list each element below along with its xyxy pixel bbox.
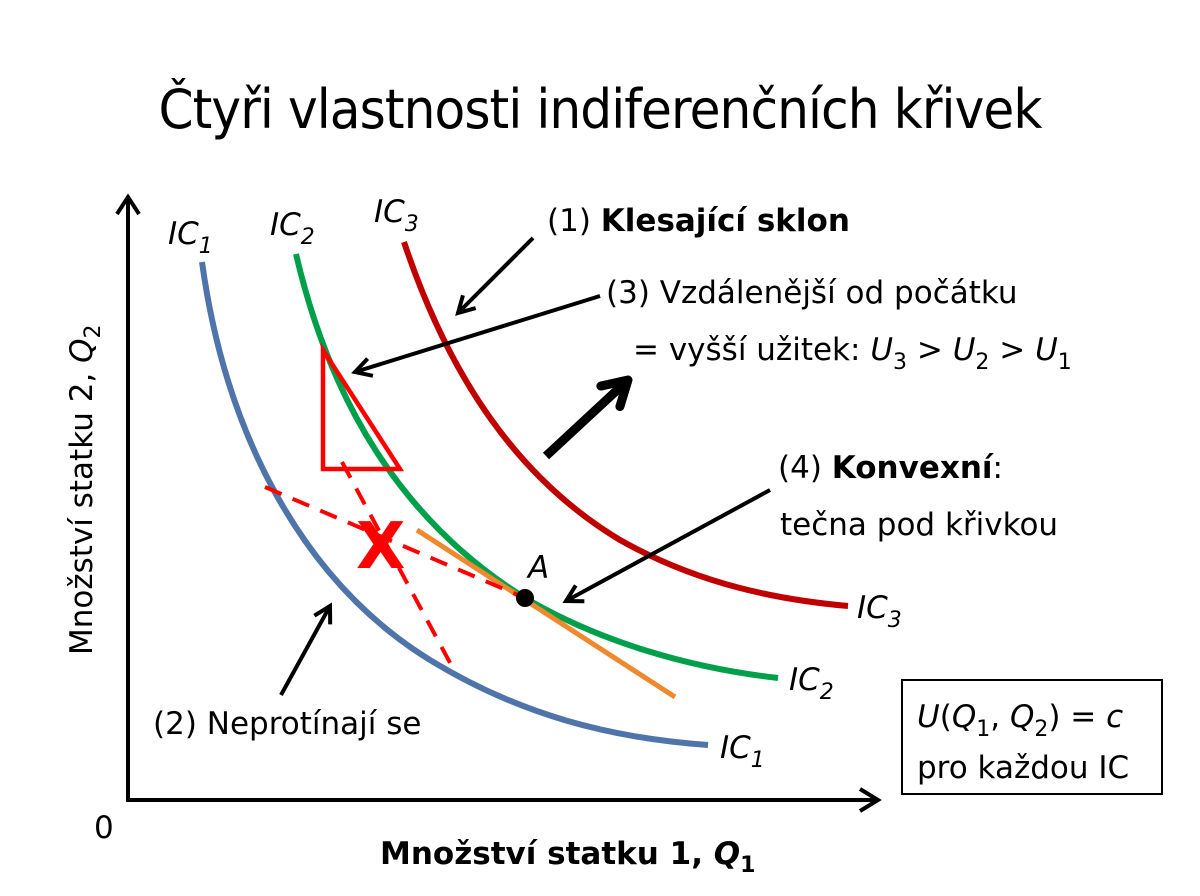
axes [115,193,882,813]
ic3-top-label: IC3 [374,194,419,237]
arrow-2-icon [279,606,330,696]
ic1-right-label: IC1 [720,730,765,773]
formula-line1: U(Q1, Q2) = c [917,699,1123,742]
ic3-curve [401,241,849,609]
arrow-4-icon [566,488,771,601]
annotation-4-line2: tečna pod křivkou [780,507,1058,543]
formula-line2: pro každou IC [917,750,1129,786]
y-axis-arrow-icon [115,193,141,216]
y-axis-label: Množství statku 2, Q2 [64,324,106,655]
formula-box: U(Q1, Q2) = c pro každou IC [901,679,1163,795]
annotation-3-line1: (3) Vzdálenější od počátku [606,275,1018,311]
x-axis-label: Množství statku 1, Q1 [380,836,755,878]
origin-label: 0 [94,810,114,846]
arrow-1-icon [458,236,535,313]
arrow-3-icon [355,294,601,372]
ic2-top-label: IC2 [270,207,315,250]
annotation-3-line2: = vyšší užitek: U3 > U2 > U1 [633,332,1072,375]
annotation-2: (2) Neprotínají se [153,706,421,742]
ic2-right-label: IC2 [789,662,834,705]
annotation-1: (1) Klesající sklon [547,203,850,239]
arrow-up-thick-icon [542,375,633,460]
dashed-line-1 [264,485,526,600]
slope-triangle [320,342,405,472]
ic1-top-label: IC1 [168,216,213,259]
slide-title: Čtyři vlastnosti indiferenčních křivek [158,78,1043,141]
annotation-4-line1: (4) Konvexní: [778,450,1003,486]
cross-mark-icon: X [356,510,405,584]
point-a-label: A [526,550,549,586]
tangent-line [415,527,677,700]
x-axis-arrow-icon [858,787,882,813]
ic1-curve [199,261,709,748]
ic3-right-label: IC3 [857,590,902,633]
point-a [516,589,534,607]
dashed-line-2 [340,461,457,673]
